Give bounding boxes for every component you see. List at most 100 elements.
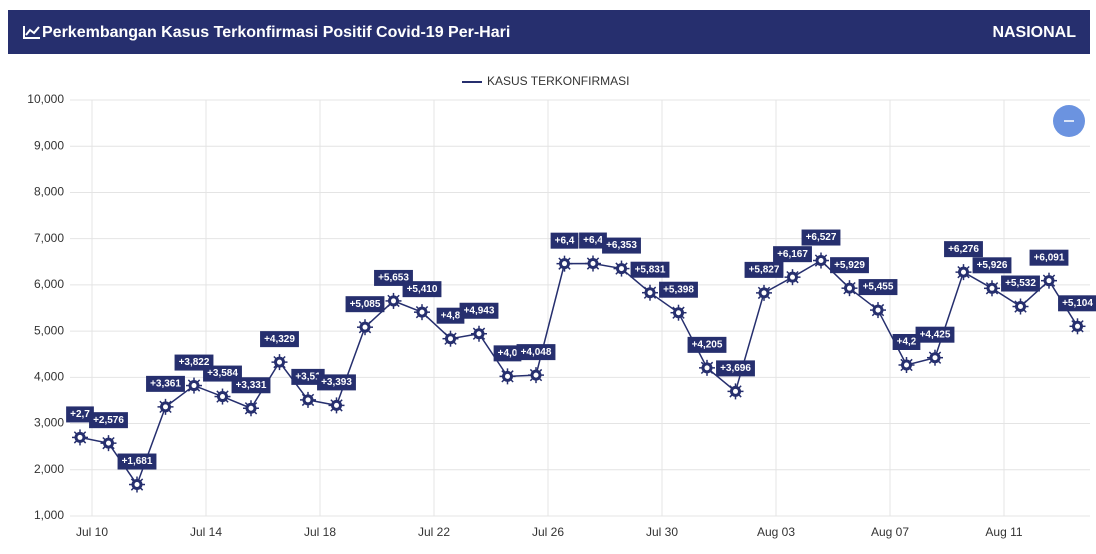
data-label-text: +5,410 (407, 284, 438, 295)
data-label-text: +6,4 (583, 235, 603, 246)
data-label-text: +4,0 (498, 348, 518, 359)
data-label-text: +5,455 (863, 282, 894, 293)
data-label: +5,929 (830, 257, 869, 274)
data-label: +3,51 (291, 368, 325, 385)
data-label-box (317, 374, 356, 391)
data-point (984, 280, 1000, 297)
data-point (528, 367, 544, 384)
data-label-box (744, 261, 784, 278)
data-label-text: +3,393 (321, 377, 352, 388)
data-label: +5,398 (659, 281, 698, 298)
data-label-text: +3,584 (207, 368, 238, 379)
y-tick-label: 2,000 (34, 462, 64, 476)
header-icon (23, 26, 40, 39)
x-tick-label: Jul 26 (532, 525, 564, 539)
data-label-box (915, 326, 955, 343)
data-label: +1,681 (117, 453, 157, 470)
data-label-text: +3,331 (236, 380, 267, 391)
data-label-text: +3,51 (295, 372, 321, 383)
y-tick-label: 6,000 (34, 277, 64, 291)
data-label-text: +5,926 (977, 260, 1008, 271)
marker-core (134, 482, 140, 488)
data-label-text: +4,205 (692, 339, 723, 350)
data-label-text: +3,696 (720, 363, 751, 374)
data-label-box (146, 375, 185, 392)
data-point (357, 319, 373, 336)
data-label-box (345, 296, 385, 313)
marker-core (619, 266, 624, 272)
data-label-box (1058, 295, 1096, 312)
data-point (72, 429, 88, 446)
data-label-text: +5,827 (749, 265, 780, 276)
data-label-box (773, 246, 812, 263)
data-label: +2,7 (66, 406, 94, 423)
data-point (214, 388, 231, 405)
data-label: +3,331 (231, 377, 271, 394)
header-scope: NASIONAL (992, 24, 1076, 41)
data-label-box (516, 344, 556, 361)
data-label-text: +5,398 (663, 284, 694, 295)
data-label: +6,276 (944, 241, 983, 258)
data-label-box (66, 406, 94, 423)
data-point (499, 368, 516, 385)
marker-core (961, 269, 966, 275)
data-point (271, 354, 288, 371)
data-point (157, 398, 174, 415)
data-label: +3,361 (146, 375, 185, 392)
data-point (841, 280, 858, 297)
data-point (100, 435, 117, 452)
marker-core (334, 402, 339, 408)
data-label: +2,576 (89, 412, 128, 429)
data-label-text: +4,425 (920, 329, 951, 340)
data-label-box (830, 257, 869, 274)
data-point (699, 359, 715, 376)
data-label-box (291, 368, 325, 385)
y-tick-label: 1,000 (34, 508, 64, 522)
marker-core (391, 298, 396, 304)
data-point (813, 252, 829, 269)
legend-label: KASUS TERKONFIRMASI (487, 74, 629, 88)
data-label-box (1029, 249, 1069, 266)
data-label-box (858, 279, 898, 296)
marker-core (1075, 323, 1080, 329)
marker-core (847, 285, 852, 291)
marker-core (562, 261, 567, 267)
marker-core (704, 365, 710, 371)
data-label-box (801, 229, 841, 246)
data-label: +4,8 (436, 307, 465, 324)
data-label: +6,167 (773, 246, 812, 263)
data-label-text: +6,167 (777, 249, 808, 260)
marker-core (248, 405, 254, 411)
data-label-box (579, 232, 607, 249)
data-label: +5,455 (858, 279, 898, 296)
data-point (784, 269, 801, 286)
marker-core (220, 394, 225, 400)
marker-core (590, 261, 596, 267)
data-label-text: +1,681 (122, 456, 153, 467)
marker-core (533, 372, 539, 378)
data-label-text: +6,527 (806, 232, 837, 243)
marker-core (277, 359, 282, 365)
data-label-box (659, 281, 698, 298)
data-label-text: +4,048 (521, 347, 552, 358)
data-label-box (402, 281, 442, 298)
data-point (927, 349, 943, 366)
marker-core (448, 336, 453, 342)
data-label-box (892, 333, 921, 350)
x-tick-label: Aug 11 (985, 525, 1022, 539)
data-label-text: +2,576 (93, 415, 124, 426)
marker-core (989, 285, 995, 291)
x-tick-label: Jul 10 (76, 525, 108, 539)
data-label-box (1001, 275, 1040, 292)
marker-core (676, 310, 681, 316)
data-point (756, 284, 772, 301)
marker-core (875, 307, 881, 313)
data-label: +5,926 (972, 257, 1012, 274)
data-point (642, 284, 658, 301)
y-tick-label: 10,000 (27, 92, 64, 106)
data-label-text: +5,653 (378, 273, 409, 284)
data-label: +5,410 (402, 281, 442, 298)
data-label-box (436, 307, 465, 324)
